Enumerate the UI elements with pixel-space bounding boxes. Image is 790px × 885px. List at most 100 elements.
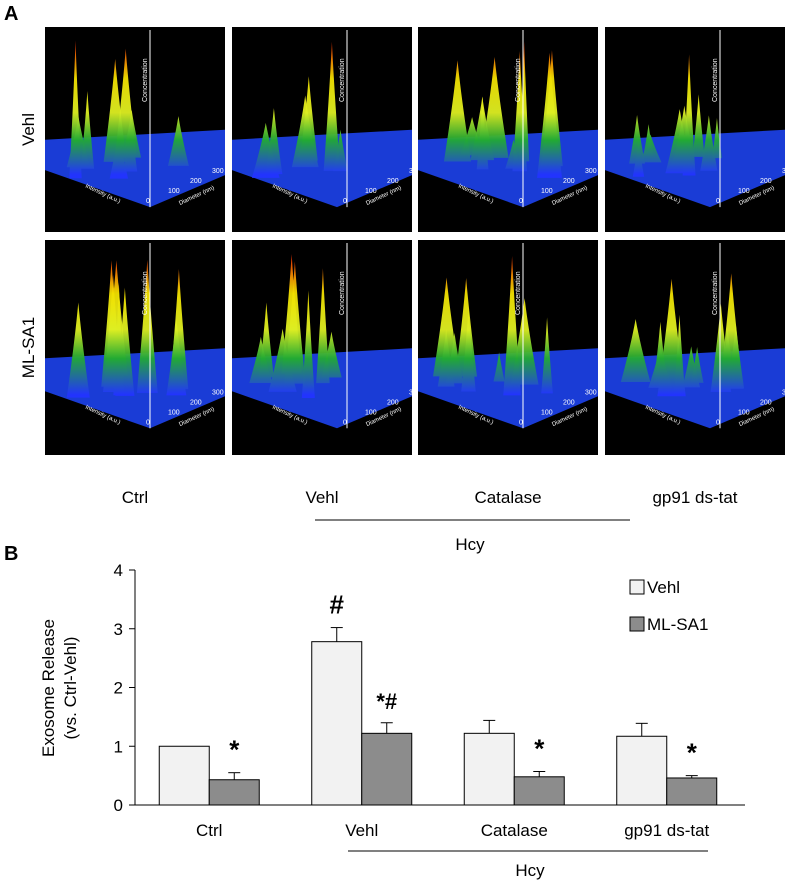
image-tick-label: 0 [716,419,720,426]
surface-peak [136,259,158,393]
image-tick-label: 300 [585,168,597,175]
surface-peak [251,122,280,178]
surface-peak [690,347,704,383]
group-label: Hcy [455,535,485,554]
image-tick-label: 200 [760,178,772,185]
surface-peak [700,115,718,171]
surface-peak [299,112,314,166]
surface-peak [480,56,509,158]
image-axis-label: Concentration [339,271,346,315]
surface-peak [284,261,306,384]
image-tick-label: 100 [738,409,750,416]
image-tick-label: 200 [190,399,202,406]
image-tick-label: 100 [365,409,377,416]
image-tick-label: 100 [541,188,553,195]
surface-peak [323,41,341,171]
surface-peak [711,117,722,159]
image-axis-label: Concentration [515,271,522,315]
surface-peak [103,58,127,162]
surface-peak [665,109,694,174]
bar [208,779,260,806]
surface-peak [673,314,686,395]
image-axis-label: Concentration [712,271,719,315]
image-tick-label: 200 [387,399,399,406]
legend-label: ML-SA1 [647,615,708,634]
image-axis-label: Concentration [142,58,149,102]
surface-peak [620,318,651,383]
image-tick-label: 100 [365,188,377,195]
image-axis-label: Concentration [712,58,719,102]
bar [158,745,210,806]
error-bar [228,772,241,780]
image-tick-label: 300 [782,168,790,175]
panel-label: A [4,3,18,25]
surface-peak [69,40,82,179]
significance-marker: * [534,734,545,764]
surface-peak [109,128,129,179]
image-tick-label: 300 [212,168,224,175]
image-axis-label: Concentration [515,58,522,102]
column-label: gp91 ds-tat [652,488,737,507]
surface-peak [455,277,478,377]
image-tick-label: 200 [190,178,202,185]
image-tick-label: 300 [409,168,421,175]
bar [666,777,718,806]
surface-peak [169,268,189,390]
surface-peak [629,114,646,164]
surface-peak [493,352,505,382]
x-tick-label: Vehl [345,821,378,840]
surface-peak [639,134,662,163]
x-tick-label: Catalase [481,821,548,840]
surface-peak [632,139,645,177]
surface-peak [258,302,274,378]
significance-marker: * [229,735,240,765]
surface-peak [301,290,315,399]
y-axis-label: Exosome Release [39,619,58,757]
y-tick-label: 4 [114,561,123,580]
y-tick-label: 3 [114,620,123,639]
surface-peak [123,114,138,172]
surface-peak [167,116,189,166]
panel-label: B [4,543,18,565]
image-tick-label: 100 [541,409,553,416]
significance-marker: # [330,590,345,620]
row-label: Vehl [19,113,38,146]
image-tick-label: 300 [212,389,224,396]
error-bar [483,719,496,734]
image-tick-label: 0 [343,419,347,426]
image-tick-label: 0 [519,198,523,205]
bar [311,641,363,806]
surface-peak [66,302,90,398]
image-axis-label: Concentration [339,58,346,102]
error-bar [330,627,343,642]
image-axis-label: Concentration [142,271,149,315]
x-tick-label: Ctrl [196,821,222,840]
y-tick-label: 1 [114,737,123,756]
image-tick-label: 0 [146,198,150,205]
group-label: Hcy [515,861,545,880]
surface-peak [541,50,563,167]
image-tick-label: 300 [585,389,597,396]
surface-peak [113,282,125,396]
surface-peak [692,94,705,157]
column-label: Ctrl [122,488,148,507]
bar [513,776,565,806]
image-tick-label: 200 [563,399,575,406]
image-tick-label: 100 [168,188,180,195]
row-label: ML-SA1 [19,317,38,378]
surface-peak [316,268,330,384]
error-bar [380,722,393,734]
image-tick-label: 0 [343,198,347,205]
image-tick-label: 0 [146,419,150,426]
significance-marker: *# [376,689,397,714]
surface-peak [437,328,455,387]
image-tick-label: 0 [519,419,523,426]
